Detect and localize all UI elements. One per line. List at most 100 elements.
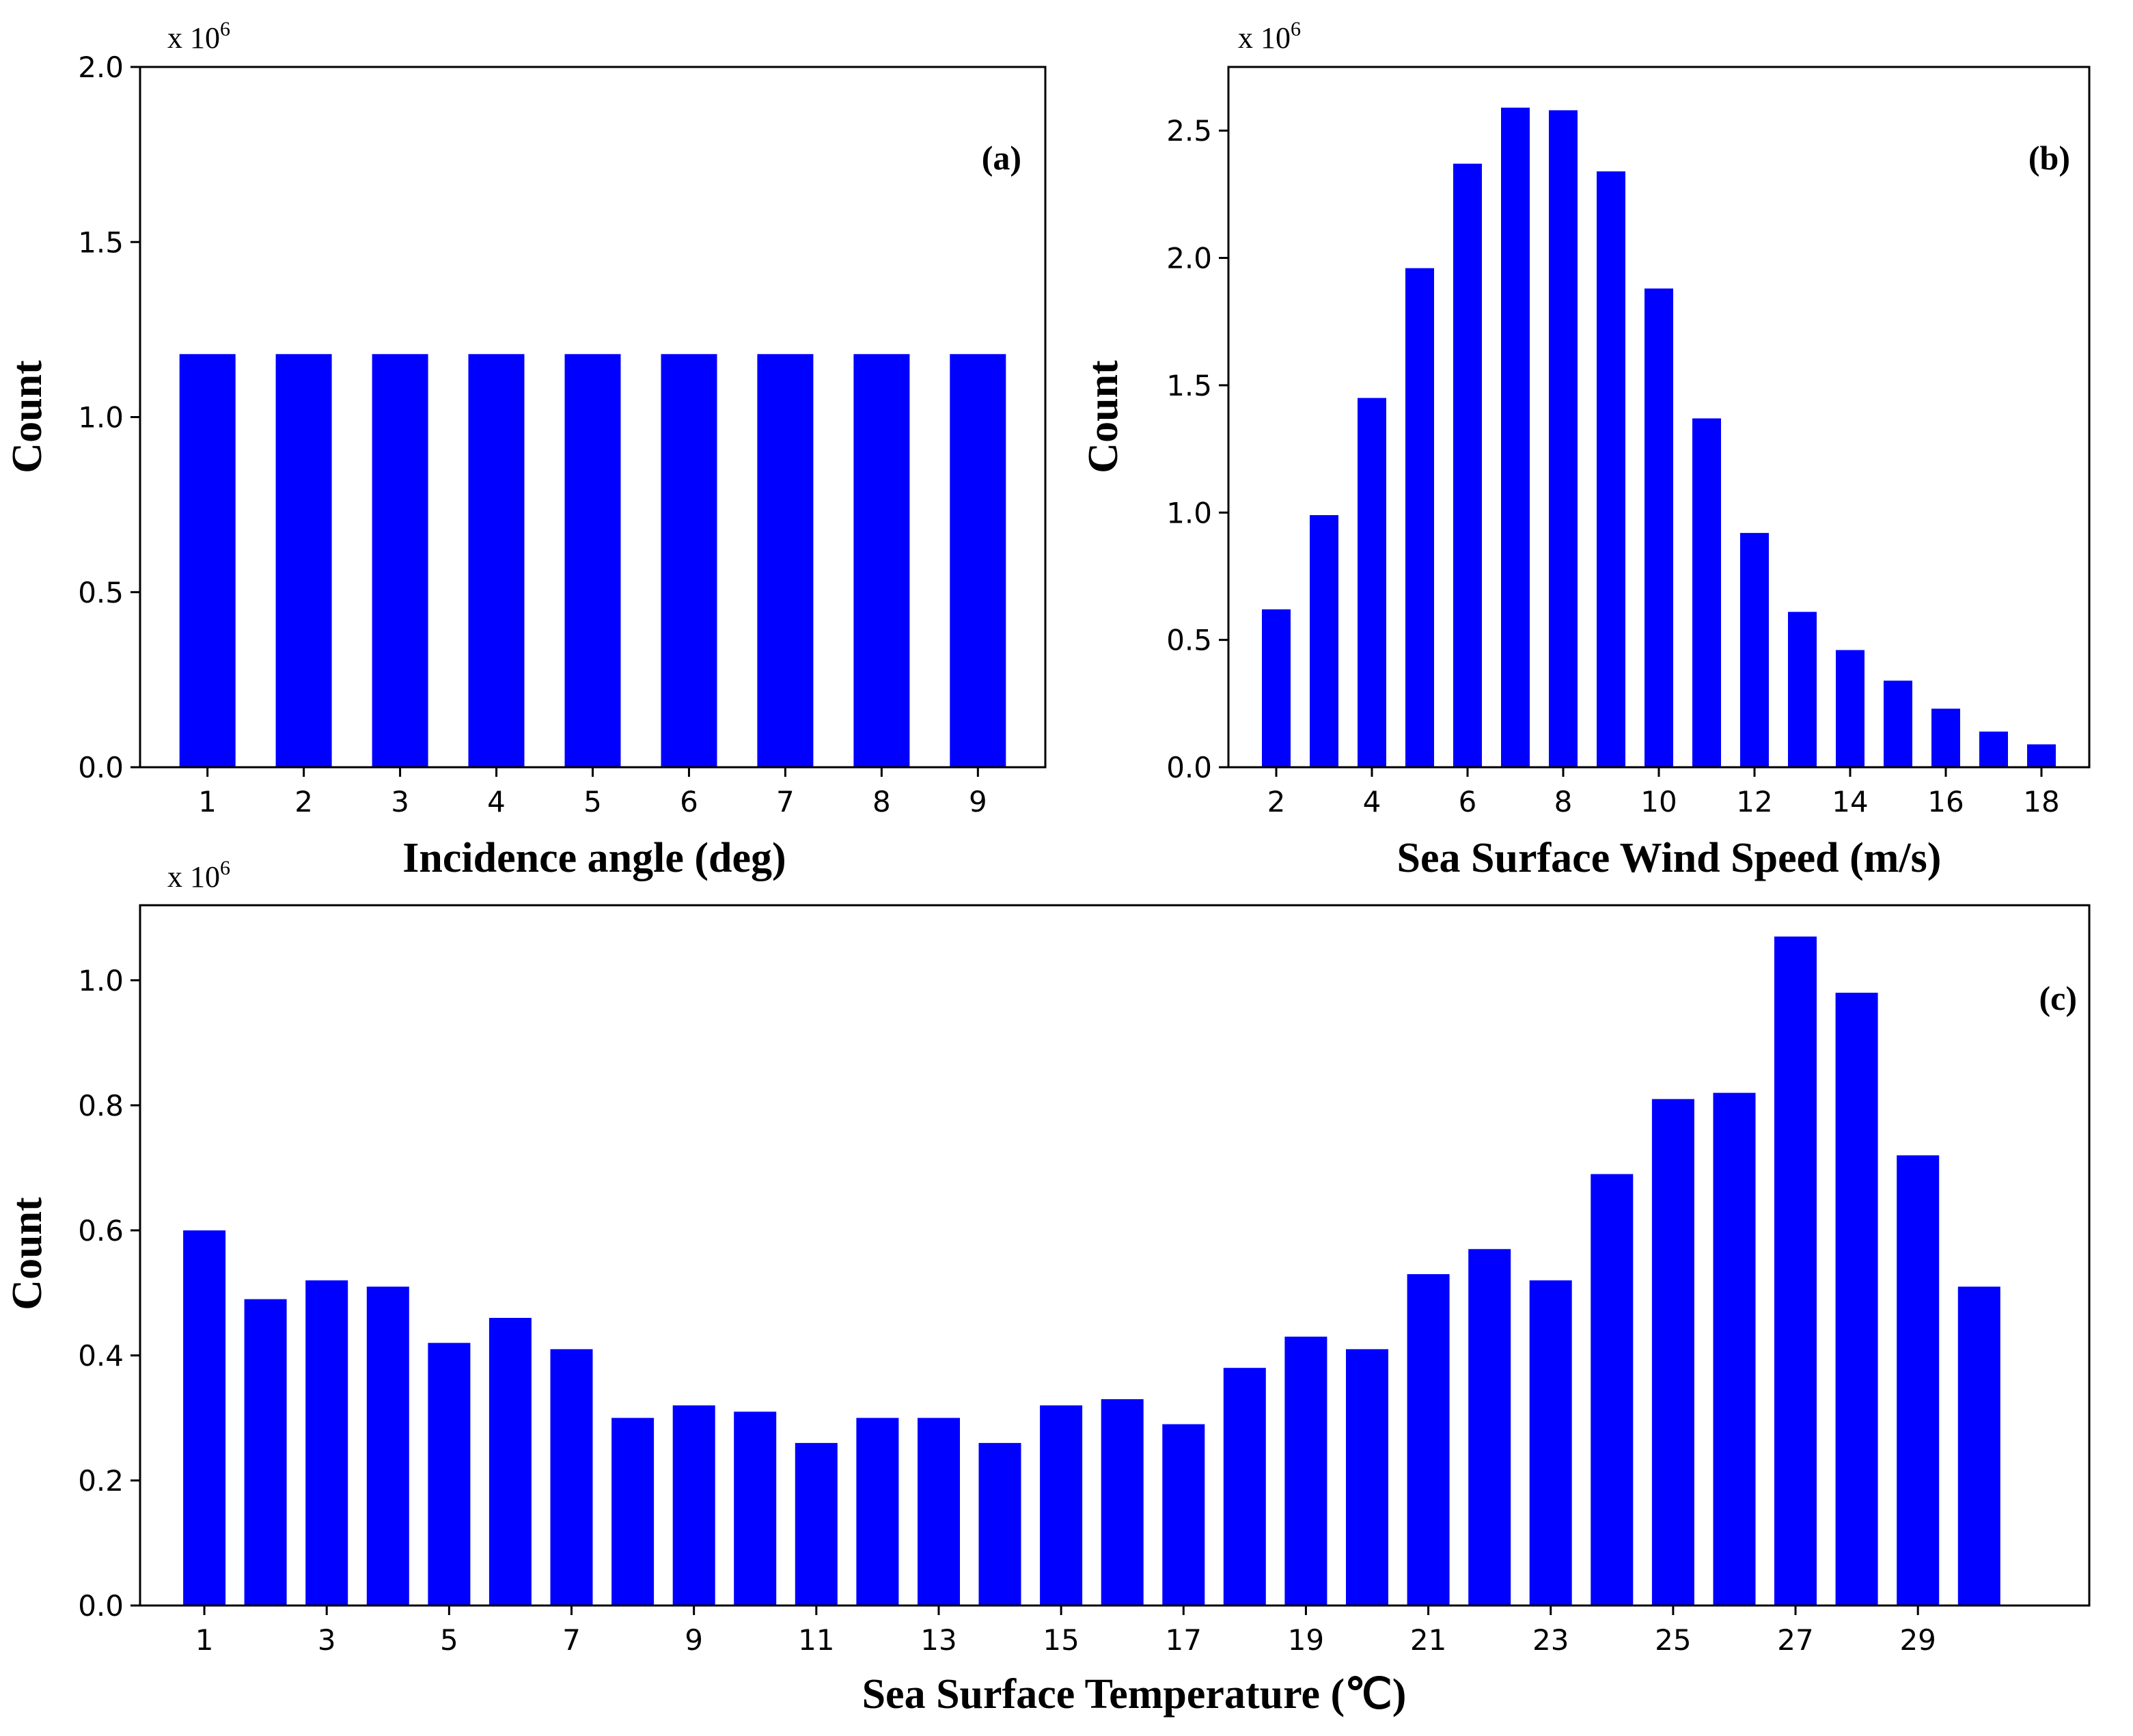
panel-c-x-tick-label: 11 bbox=[798, 1623, 834, 1657]
panel-c-y-tick-label: 0.4 bbox=[78, 1339, 124, 1373]
panel-b-bar-12 bbox=[1740, 533, 1769, 767]
panel-a-bar-1 bbox=[179, 354, 236, 768]
panel-c-x-tick-label: 9 bbox=[685, 1623, 703, 1657]
panel-b-multiplier: x 106 bbox=[1238, 18, 1301, 55]
panel-a-x-ticks: 1 2 3 4 5 6 7 8 9 bbox=[198, 767, 987, 818]
panel-c-bar-13 bbox=[918, 1418, 960, 1606]
panel-c-x-tick-label: 1 bbox=[195, 1623, 214, 1657]
panel-b-x-tick-label: 18 bbox=[2023, 785, 2059, 818]
panel-b-y-tick-label: 1.5 bbox=[1166, 369, 1212, 402]
panel-c: 0.00.20.40.60.81.0 1 3 5 7 9 11 13 15 17 19 21 23 25… bbox=[4, 857, 2091, 1718]
panel-b-y-tick-label: 2.5 bbox=[1166, 114, 1212, 148]
panel-c-x-tick-label: 19 bbox=[1288, 1623, 1324, 1657]
panel-c-bar-1 bbox=[183, 1230, 226, 1606]
panel-b-y-ticks: 0.0 0.5 1.0 1.5 2.0 2.5 bbox=[1166, 114, 1228, 784]
panel-c-bar-22 bbox=[1468, 1249, 1511, 1606]
panel-b-bar-6 bbox=[1453, 163, 1482, 768]
panel-b-bar-4 bbox=[1358, 398, 1386, 767]
panel-c-bar-29 bbox=[1897, 1155, 1940, 1606]
panel-a-y-ticks: 0.0 0.5 1.0 1.5 2.0 bbox=[78, 51, 140, 784]
panel-b-bar-18 bbox=[2027, 744, 2056, 767]
panel-b: 0.00.51.01.52.02.5 2 4 6 8 10 12 14 16 18 x 106 … bbox=[1080, 18, 2091, 881]
panel-a-x-tick-label: 3 bbox=[391, 785, 409, 818]
panel-a-axes-frame bbox=[139, 66, 1047, 769]
panel-b-y-tick-label: 0.0 bbox=[1166, 751, 1212, 784]
panel-c-x-tick-label: 25 bbox=[1655, 1623, 1691, 1657]
panel-c-bar-26 bbox=[1713, 1092, 1756, 1606]
panel-a-bar-4 bbox=[468, 354, 525, 768]
panel-b-x-ticks: 2 4 6 8 10 12 14 16 18 bbox=[1267, 767, 2060, 818]
panel-b-x-tick-label: 8 bbox=[1554, 785, 1573, 818]
panel-b-bar-5 bbox=[1405, 268, 1434, 767]
panel-b-bar-3 bbox=[1310, 515, 1338, 767]
panel-b-bar-2 bbox=[1262, 609, 1291, 767]
panel-c-y-tick-label: 0.8 bbox=[78, 1089, 124, 1122]
panel-b-bar-16 bbox=[1931, 708, 1960, 767]
panel-c-x-tick-label: 15 bbox=[1043, 1623, 1079, 1657]
panel-c-bar-30 bbox=[1957, 1286, 2000, 1606]
panel-c-x-ticks: 1 3 5 7 9 11 13 15 17 19 21 23 25 27 29 bbox=[195, 1606, 1936, 1657]
panel-b-bar-13 bbox=[1788, 611, 1817, 767]
panel-c-x-tick-label: 23 bbox=[1532, 1623, 1569, 1657]
panel-a-y-tick-label: 1.0 bbox=[78, 401, 124, 435]
panel-c-bar-2 bbox=[244, 1299, 287, 1606]
panel-a-x-tick-label: 9 bbox=[969, 785, 987, 818]
panel-a-bar-5 bbox=[564, 354, 621, 768]
panel-c-bar-17 bbox=[1162, 1424, 1205, 1606]
panel-a-bar-2 bbox=[275, 354, 332, 768]
panel-c-bar-23 bbox=[1529, 1280, 1572, 1606]
panel-b-x-tick-label: 10 bbox=[1640, 785, 1677, 818]
panel-a-bars bbox=[179, 354, 1006, 768]
panel-a-bar-6 bbox=[661, 354, 717, 768]
panel-c-bar-21 bbox=[1407, 1274, 1450, 1606]
panel-a-y-tick-label: 0.0 bbox=[78, 751, 124, 784]
panel-c-bar-14 bbox=[978, 1443, 1021, 1606]
panel-a-label: (a) bbox=[982, 139, 1021, 177]
panel-c-multiplier: x 106 bbox=[167, 857, 230, 894]
panel-a-x-tick-label: 1 bbox=[198, 785, 217, 818]
panel-a-x-tick-label: 6 bbox=[680, 785, 698, 818]
panel-c-y-tick-label: 0.0 bbox=[78, 1589, 124, 1623]
panel-c-y-tick-label: 1.0 bbox=[78, 964, 124, 997]
panel-a-multiplier: x 106 bbox=[167, 18, 230, 55]
panel-c-bar-7 bbox=[550, 1349, 593, 1606]
panel-a-y-tick-label: 0.5 bbox=[78, 576, 124, 609]
panel-b-x-tick-label: 16 bbox=[1927, 785, 1964, 818]
panel-b-y-tick-label: 0.5 bbox=[1166, 624, 1212, 657]
panel-b-bars bbox=[1262, 107, 2056, 768]
panel-a-x-axis-title: Incidence angle (deg) bbox=[402, 835, 786, 881]
panel-c-x-tick-label: 27 bbox=[1777, 1623, 1813, 1657]
panel-c-x-tick-label: 29 bbox=[1899, 1623, 1936, 1657]
panel-b-bar-15 bbox=[1884, 680, 1912, 767]
panel-a-bar-9 bbox=[950, 354, 1006, 768]
panel-c-axes-frame bbox=[139, 904, 2091, 1607]
panel-c-bar-5 bbox=[428, 1342, 471, 1606]
panel-b-bar-10 bbox=[1645, 288, 1673, 767]
panel-b-x-tick-label: 4 bbox=[1363, 785, 1381, 818]
panel-c-x-tick-label: 3 bbox=[318, 1623, 336, 1657]
panel-c-y-tick-label: 0.6 bbox=[78, 1214, 124, 1248]
panel-c-bar-12 bbox=[856, 1418, 899, 1606]
panel-c-bar-28 bbox=[1835, 993, 1878, 1606]
panel-a: 0.0 0.5 1.0 1.5 2.0 1 2 3 4 5 6 7 8 9 x 106 (a) Inci… bbox=[4, 18, 1047, 881]
panel-c-bar-3 bbox=[305, 1280, 348, 1606]
panel-a-x-tick-label: 5 bbox=[583, 785, 602, 818]
panel-b-x-tick-label: 12 bbox=[1736, 785, 1772, 818]
panel-c-y-tick-label: 0.2 bbox=[78, 1464, 124, 1498]
panel-c-bar-9 bbox=[672, 1405, 715, 1606]
panel-c-bars bbox=[183, 936, 2000, 1606]
panel-c-bar-4 bbox=[366, 1286, 409, 1606]
panel-c-bar-10 bbox=[734, 1411, 777, 1606]
panel-a-bar-3 bbox=[372, 354, 428, 768]
panel-b-bar-11 bbox=[1692, 418, 1721, 767]
panel-c-bar-11 bbox=[795, 1443, 838, 1606]
panel-b-y-axis-title: Count bbox=[1080, 360, 1127, 473]
panel-b-axes-frame bbox=[1227, 66, 2091, 769]
panel-c-x-tick-label: 5 bbox=[440, 1623, 458, 1657]
panel-b-label: (b) bbox=[2028, 139, 2070, 177]
panel-a-bar-8 bbox=[853, 354, 910, 768]
panel-c-bar-19 bbox=[1284, 1336, 1327, 1606]
panel-b-y-tick-label: 1.0 bbox=[1166, 496, 1212, 529]
panel-b-bar-7 bbox=[1501, 107, 1530, 768]
